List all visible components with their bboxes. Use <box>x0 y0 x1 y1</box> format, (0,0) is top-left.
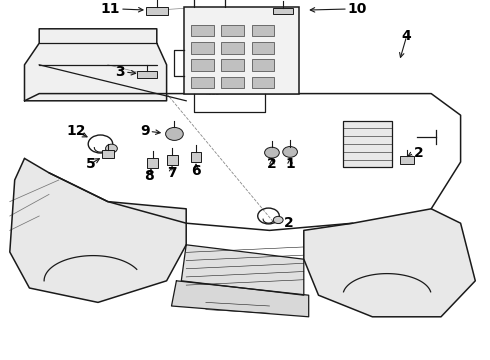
Bar <box>252 59 274 71</box>
Text: 3: 3 <box>115 65 125 79</box>
Text: 2: 2 <box>414 146 424 160</box>
Bar <box>343 121 392 167</box>
Polygon shape <box>304 209 475 317</box>
Text: 6: 6 <box>191 164 201 178</box>
Bar <box>191 152 201 162</box>
Text: 4: 4 <box>402 29 412 43</box>
Circle shape <box>265 147 279 158</box>
Bar <box>191 42 214 54</box>
Text: 2: 2 <box>284 216 294 230</box>
Text: 2: 2 <box>267 157 277 171</box>
Text: 11: 11 <box>100 2 120 16</box>
Bar <box>252 77 274 88</box>
Circle shape <box>106 144 118 153</box>
Circle shape <box>283 147 297 157</box>
Text: 8: 8 <box>145 170 154 183</box>
Polygon shape <box>172 281 309 317</box>
Bar <box>147 158 158 168</box>
Bar <box>400 156 414 164</box>
Polygon shape <box>24 94 461 230</box>
Polygon shape <box>24 29 167 101</box>
Text: 7: 7 <box>167 166 176 180</box>
Bar <box>221 77 244 88</box>
Circle shape <box>273 216 283 224</box>
Text: 9: 9 <box>140 125 149 138</box>
Bar <box>221 59 244 71</box>
Bar <box>252 42 274 54</box>
Polygon shape <box>181 245 304 295</box>
Bar <box>184 7 299 94</box>
Text: 5: 5 <box>86 157 96 171</box>
Bar <box>137 71 157 78</box>
Text: 12: 12 <box>66 125 86 138</box>
Bar <box>191 59 214 71</box>
Bar <box>252 25 274 36</box>
Polygon shape <box>10 158 186 302</box>
Bar <box>273 8 293 14</box>
Bar <box>167 155 178 165</box>
Bar <box>102 150 114 158</box>
Bar <box>191 25 214 36</box>
Bar <box>191 77 214 88</box>
Bar <box>221 25 244 36</box>
Bar <box>146 7 168 15</box>
Circle shape <box>166 127 183 140</box>
Bar <box>221 42 244 54</box>
Text: 10: 10 <box>348 2 368 16</box>
Text: 1: 1 <box>285 157 295 171</box>
